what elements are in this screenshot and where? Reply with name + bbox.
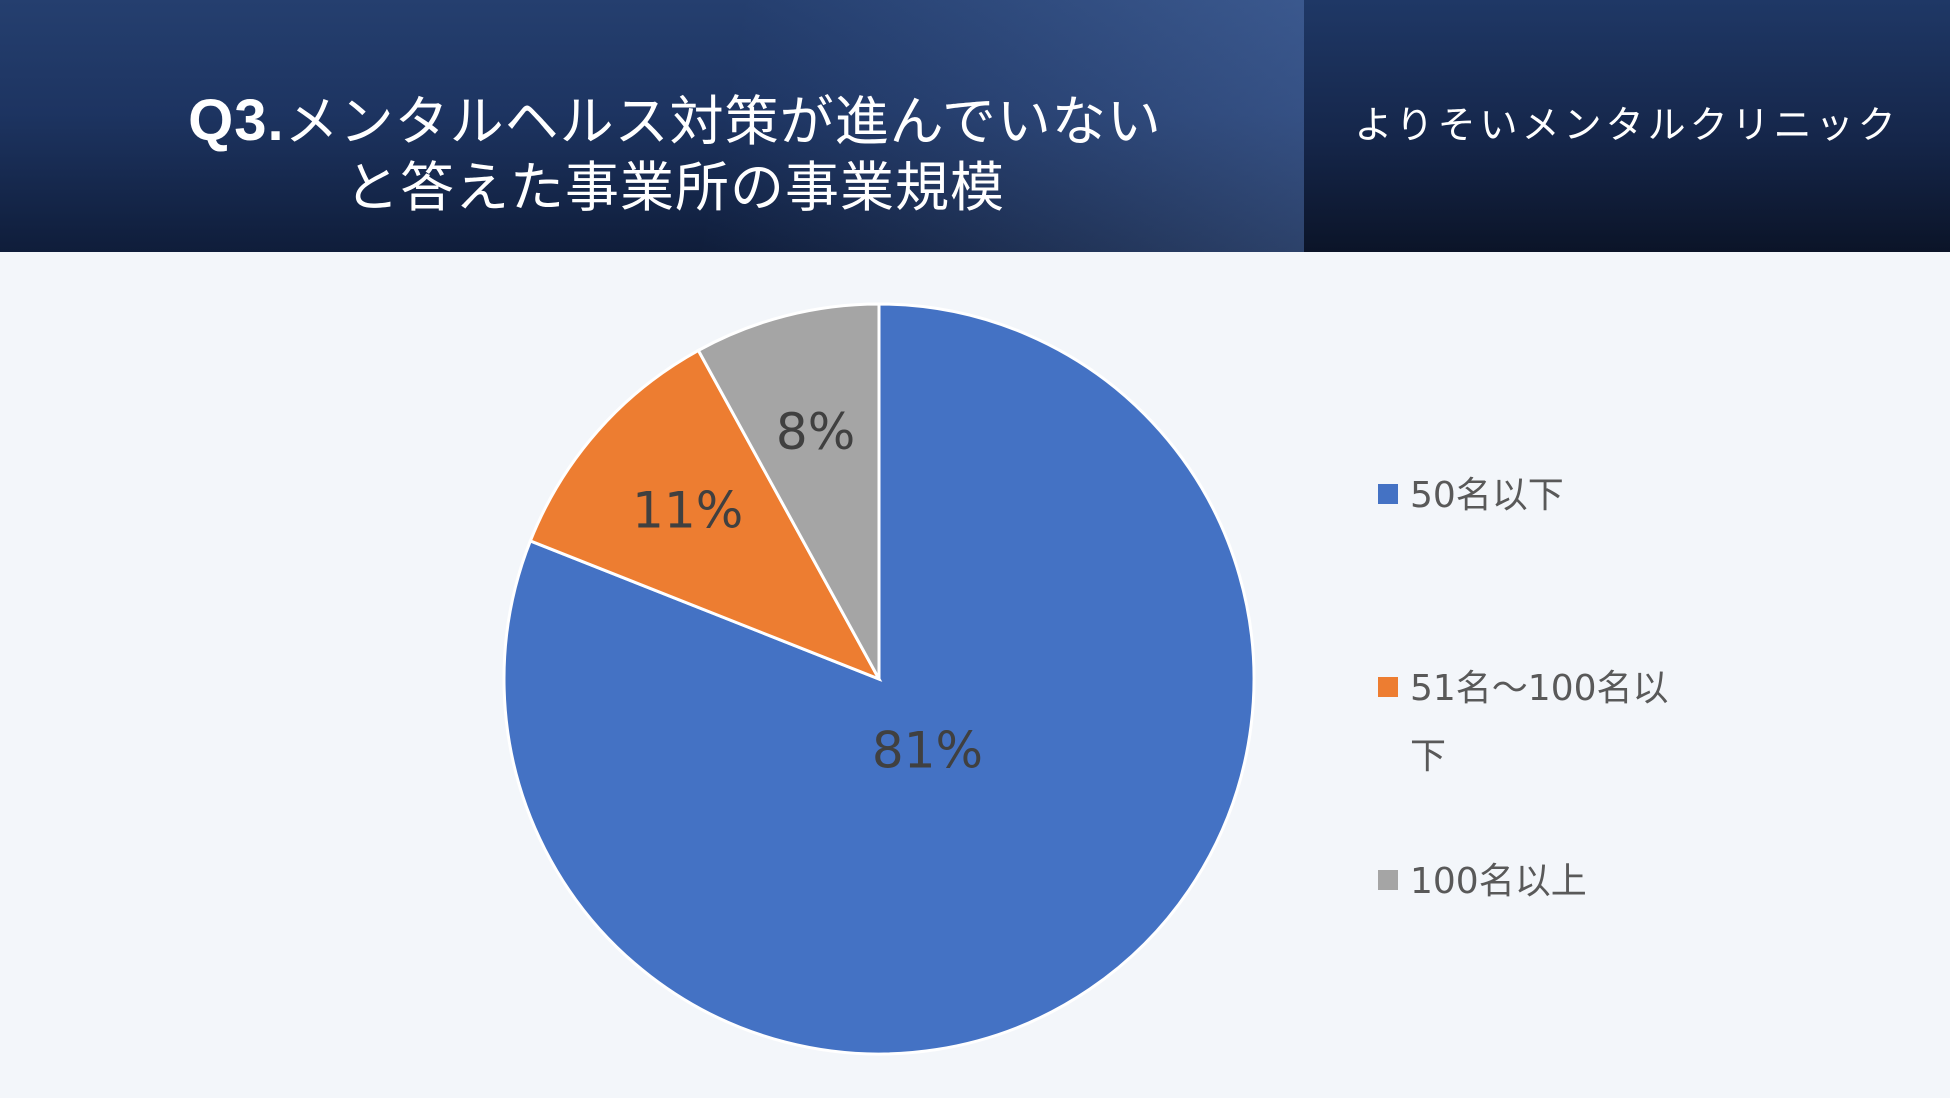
legend-swatch-50-or-fewer (1378, 484, 1398, 504)
header-banner: Q3.メンタルヘルス対策が進んでいない と答えた事業所の事業規模 よりそいメンタ… (0, 0, 1950, 252)
clinic-name: よりそいメンタルクリニック (1354, 103, 1900, 147)
legend-label-100-or-more: 100名以上 (1410, 861, 1587, 902)
data-label-100-or-more: 8% (776, 403, 855, 461)
legend-label-51-to-100-line-2: 下 (1410, 736, 1446, 777)
header-left-panel (0, 0, 1304, 252)
title-line-1: メンタルヘルス対策が進んでいない (284, 90, 1162, 153)
legend-label-50-or-fewer: 50名以下 (1410, 475, 1564, 516)
pie-slice-50-or-fewer (502, 302, 1256, 1056)
legend-swatch-51-to-100 (1378, 677, 1398, 697)
title-line-2: と答えた事業所の事業規模 (345, 156, 1005, 219)
title-question-number: Q3. (188, 88, 285, 153)
legend-swatch-100-or-more (1378, 870, 1398, 890)
data-label-50-or-fewer: 81% (872, 721, 983, 779)
pie-slice-51-to-100 (528, 348, 883, 682)
pie-slice-100-or-more (696, 302, 881, 680)
page-title: Q3.メンタルヘルス対策が進んでいない と答えた事業所の事業規模 (150, 88, 1200, 221)
header-right-panel (1304, 0, 1950, 252)
data-label-51-to-100: 11% (632, 481, 743, 539)
legend-label-51-to-100-line-1: 51名～100名以 (1410, 668, 1669, 709)
